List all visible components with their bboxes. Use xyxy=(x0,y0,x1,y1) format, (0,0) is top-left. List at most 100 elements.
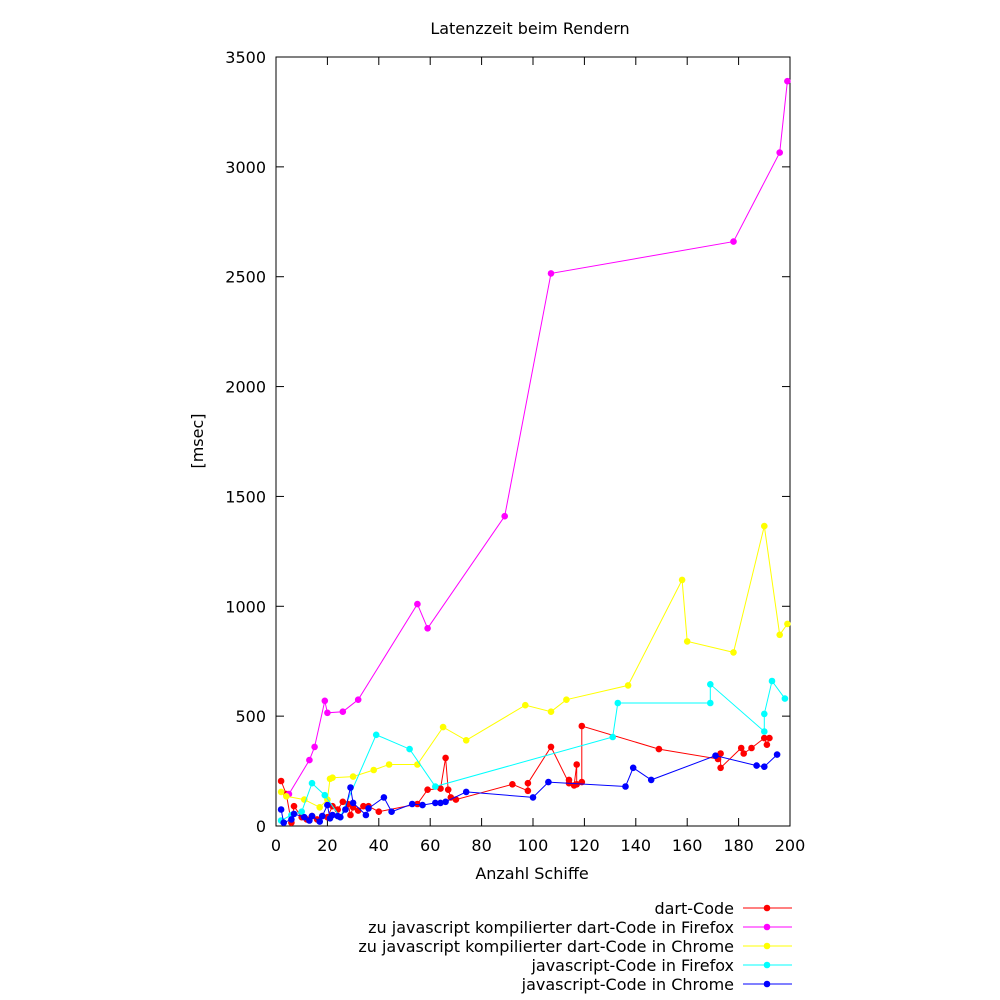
data-point xyxy=(298,808,306,815)
data-point xyxy=(329,774,336,781)
data-point xyxy=(439,723,447,731)
legend-swatch-point xyxy=(763,904,771,912)
y-axis: 0 500 1000 1500 2000 2500 3000 3500 xyxy=(225,48,790,836)
data-point xyxy=(437,799,444,807)
x-tick-label: 0 xyxy=(271,836,281,855)
data-point xyxy=(388,808,395,815)
data-point xyxy=(545,778,552,786)
data-point xyxy=(707,699,714,707)
data-point xyxy=(432,783,439,790)
data-point xyxy=(768,677,776,685)
data-point xyxy=(321,791,329,799)
y-axis-label: [msec] xyxy=(188,413,207,468)
data-point xyxy=(573,761,580,768)
data-point xyxy=(324,801,331,809)
data-point xyxy=(339,708,347,715)
data-point xyxy=(563,696,570,703)
data-point xyxy=(419,801,426,809)
data-point xyxy=(730,649,737,656)
legend-swatch-point xyxy=(763,980,771,988)
legend-item: javascript-Code in Chrome xyxy=(521,975,792,994)
data-point xyxy=(288,816,295,823)
data-point xyxy=(784,77,791,85)
data-point xyxy=(316,804,324,811)
data-point xyxy=(655,745,663,753)
legend-item: zu javascript kompilierter dart-Code in … xyxy=(358,937,792,956)
data-point xyxy=(424,625,431,632)
series-5 xyxy=(277,751,781,826)
data-point xyxy=(444,786,452,793)
data-point xyxy=(761,763,768,770)
x-tick-label: 40 xyxy=(369,836,389,855)
data-point xyxy=(524,779,532,787)
data-point xyxy=(316,818,324,825)
y-tick-label: 3500 xyxy=(225,48,266,67)
data-point xyxy=(776,631,783,639)
data-point xyxy=(524,787,532,795)
data-point xyxy=(614,699,622,707)
data-point xyxy=(547,708,555,715)
data-point xyxy=(311,743,318,751)
data-point xyxy=(761,728,768,735)
data-point xyxy=(781,695,789,702)
x-tick-label: 200 xyxy=(775,836,806,855)
data-point xyxy=(761,710,768,718)
data-point xyxy=(501,512,509,520)
legend-item: zu javascript kompilierter dart-Code in … xyxy=(368,918,792,937)
data-point xyxy=(712,752,719,759)
data-point xyxy=(321,697,329,705)
data-point xyxy=(385,761,393,768)
data-point xyxy=(339,798,347,806)
data-point xyxy=(319,812,326,820)
data-point xyxy=(753,762,760,769)
legend-swatch-point xyxy=(763,961,771,969)
data-point xyxy=(737,744,745,752)
series-layer xyxy=(277,77,791,826)
legend-label: javascript-Code in Chrome xyxy=(521,975,734,994)
x-tick-label: 100 xyxy=(518,836,549,855)
data-point xyxy=(707,681,714,688)
data-point xyxy=(283,793,290,800)
data-point xyxy=(290,802,298,810)
data-point xyxy=(337,813,344,821)
data-point xyxy=(529,794,537,801)
data-point xyxy=(763,741,771,748)
chart-title: Latenzzeit beim Rendern xyxy=(430,19,629,38)
data-point xyxy=(776,149,783,156)
data-point xyxy=(347,811,354,819)
data-point xyxy=(522,701,529,709)
data-point xyxy=(629,764,637,772)
data-point xyxy=(678,576,686,584)
series-2 xyxy=(285,77,791,798)
data-point xyxy=(761,522,768,530)
data-point xyxy=(306,756,313,764)
data-point xyxy=(462,737,470,744)
data-point xyxy=(730,238,737,245)
x-axis-label: Anzahl Schiffe xyxy=(475,864,588,883)
series-line xyxy=(288,81,788,795)
data-point xyxy=(277,777,285,785)
data-point xyxy=(766,734,773,742)
x-tick-label: 20 xyxy=(317,836,337,855)
data-point xyxy=(408,800,416,808)
y-tick-label: 1000 xyxy=(225,597,266,616)
data-point xyxy=(773,751,781,758)
data-point xyxy=(740,750,747,757)
data-point xyxy=(717,764,724,772)
data-point xyxy=(349,773,357,780)
x-axis: 0 20 40 60 80 100 120 140 160 180 200 xyxy=(271,57,805,855)
data-point xyxy=(437,785,444,792)
data-point xyxy=(647,776,655,784)
data-point xyxy=(342,806,349,813)
data-point xyxy=(414,800,421,808)
data-point xyxy=(573,781,580,788)
data-point xyxy=(748,744,755,752)
legend-swatch-point xyxy=(763,923,771,931)
data-point xyxy=(406,745,413,753)
y-tick-label: 2000 xyxy=(225,378,266,397)
data-point xyxy=(380,794,388,801)
data-point xyxy=(290,810,298,818)
data-point xyxy=(347,784,354,791)
